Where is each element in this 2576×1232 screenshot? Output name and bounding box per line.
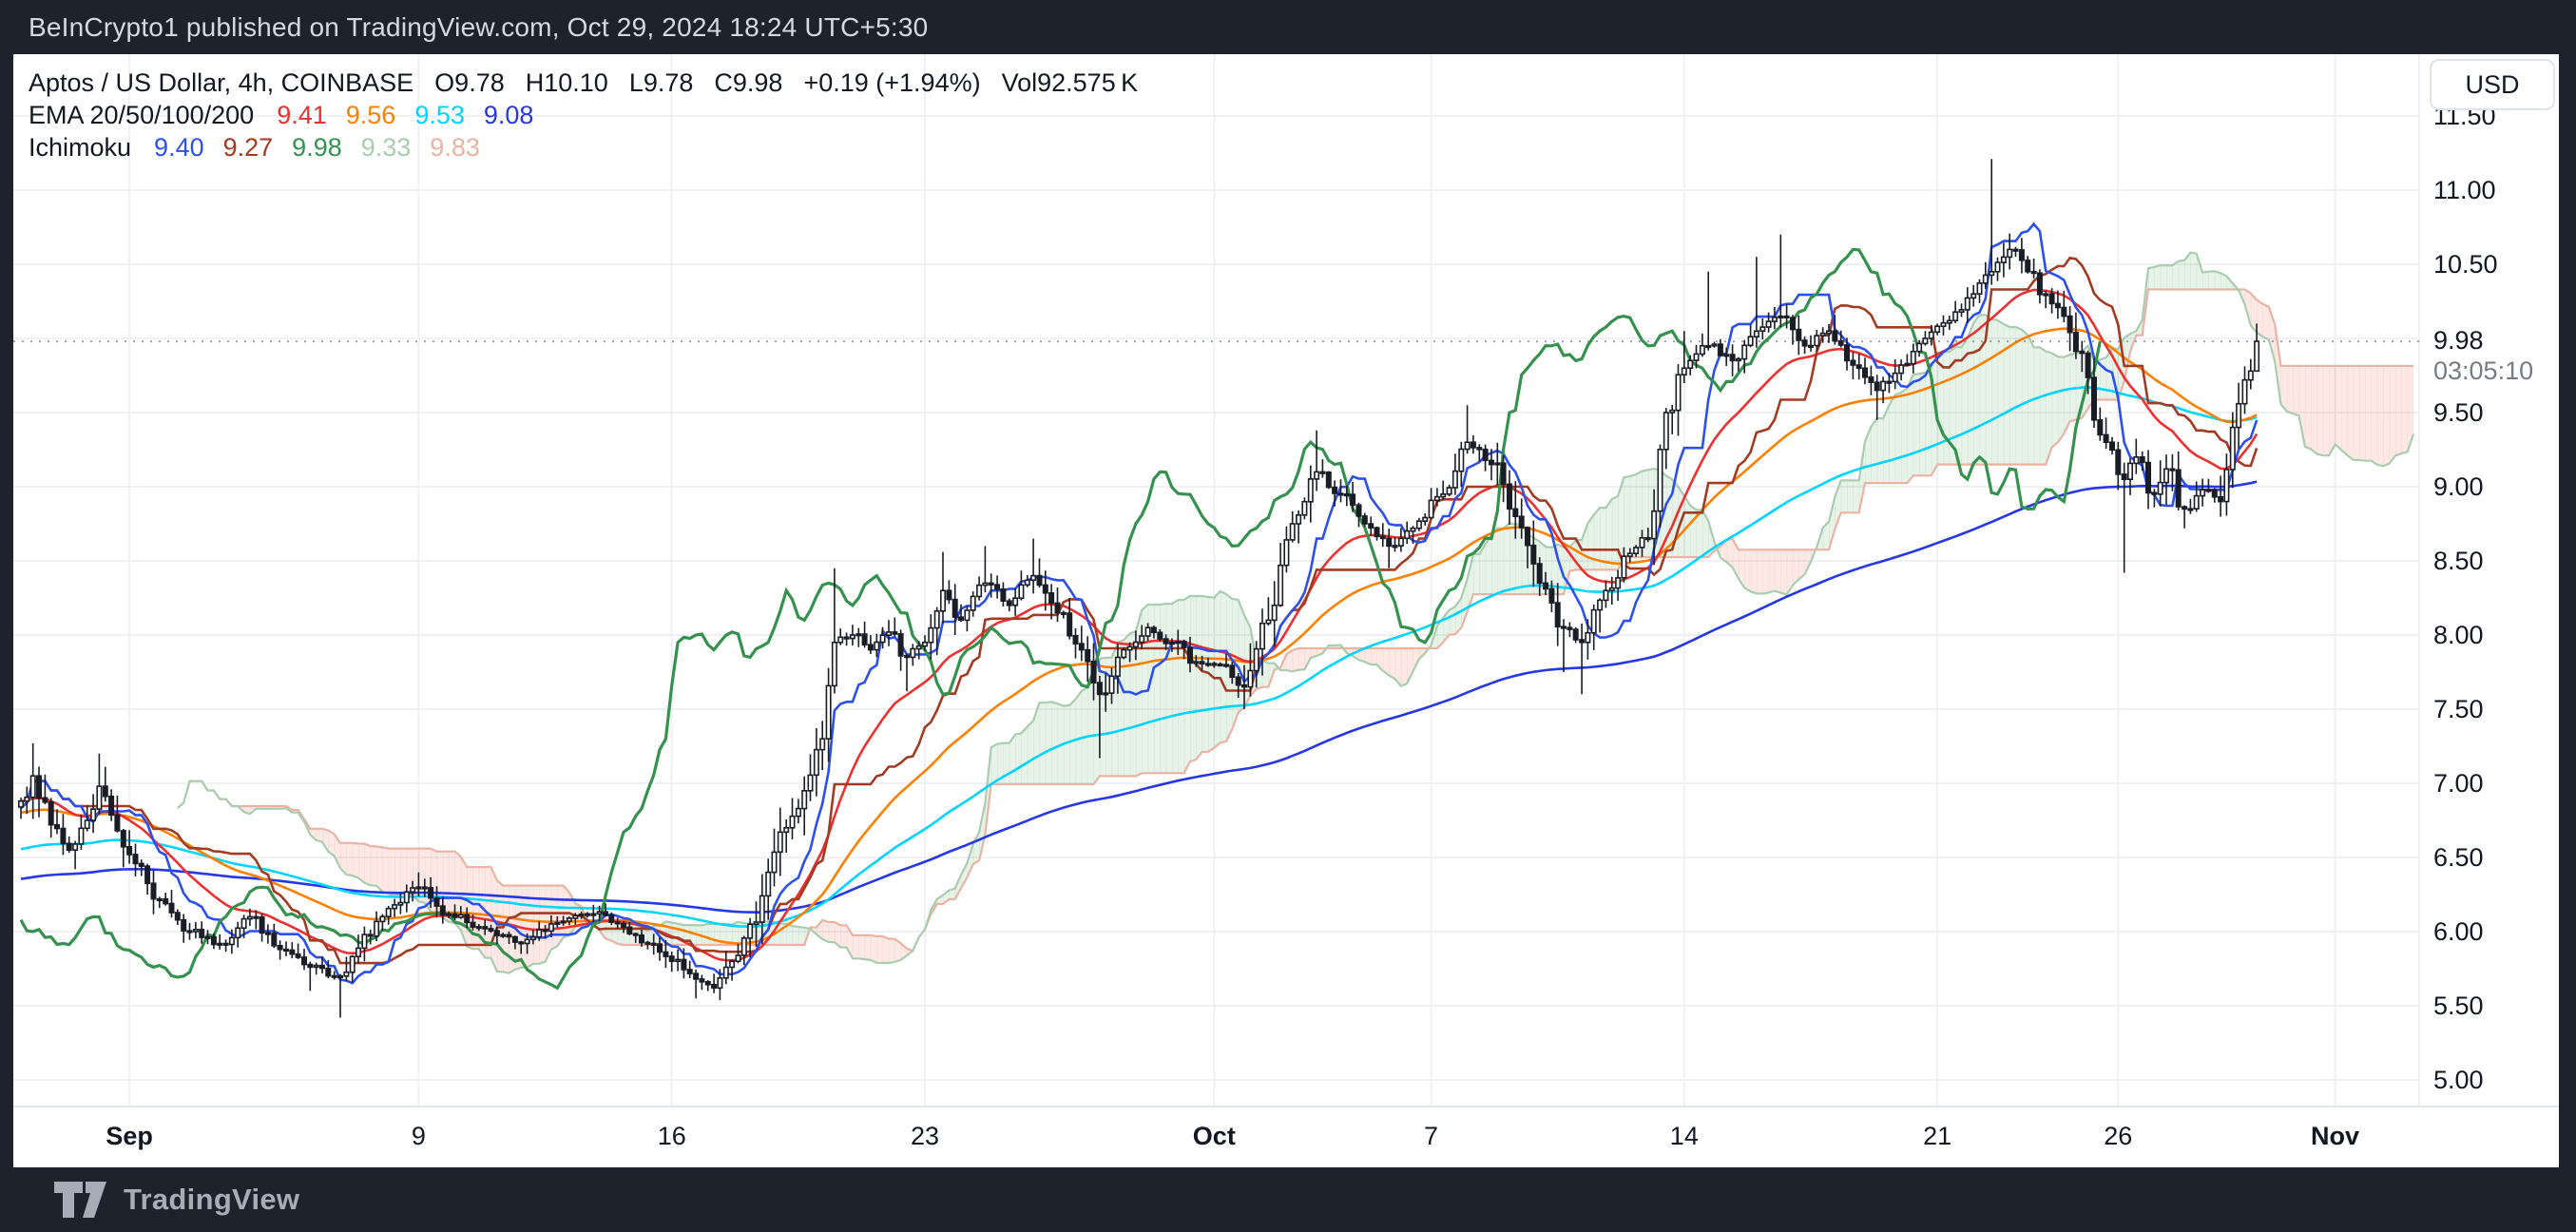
- volume-value: Vol92.575 K: [1001, 67, 1139, 97]
- header-bar: BeInCrypto1 published on TradingView.com…: [0, 0, 2576, 54]
- header-text: BeInCrypto1 published on TradingView.com…: [29, 11, 929, 42]
- ichimoku-lead1-value: 9.33: [360, 132, 412, 162]
- time-axis-label: 16: [657, 1122, 686, 1150]
- ichimoku-label: Ichimoku: [29, 132, 132, 162]
- bar-countdown: 03:05:10: [2433, 356, 2534, 386]
- price-axis-label: 6.50: [2433, 843, 2484, 872]
- tradingview-logo[interactable]: TradingView: [53, 1181, 299, 1219]
- price-axis-label: 5.50: [2433, 991, 2484, 1020]
- current-price-label: 9.98: [2433, 326, 2484, 356]
- price-axis-label: 11.00: [2433, 176, 2496, 204]
- price-axis-label: 9.00: [2433, 472, 2484, 501]
- price-axis-label: 5.00: [2433, 1066, 2484, 1094]
- ema100-value: 9.53: [414, 100, 465, 129]
- ichimoku-base-value: 9.27: [222, 132, 274, 162]
- ichimoku-conversion-value: 9.40: [154, 132, 204, 162]
- currency-toggle-usd[interactable]: USD: [2430, 59, 2555, 110]
- ema200-value: 9.08: [483, 100, 534, 129]
- footer-bar: TradingView: [0, 1167, 2576, 1232]
- price-change: +0.19 (+1.94%): [803, 67, 981, 97]
- time-axis-label: 14: [1669, 1122, 1699, 1150]
- ema50-value: 9.56: [345, 100, 396, 129]
- ohlc-open: O9.78: [434, 67, 505, 97]
- price-axis-label: 6.00: [2433, 917, 2484, 946]
- price-axis-label: 8.50: [2433, 547, 2484, 575]
- ema20-value: 9.41: [277, 100, 327, 129]
- time-axis-label: 7: [1424, 1122, 1439, 1150]
- tradingview-logo-text: TradingView: [124, 1183, 300, 1216]
- legend-ema-row[interactable]: EMA 20/50/100/200 9.41 9.56 9.53 9.08: [29, 99, 1159, 131]
- ohlc-close: C9.98: [714, 67, 783, 97]
- time-axis-label: 21: [1923, 1122, 1952, 1150]
- legend-symbol-row[interactable]: Aptos / US Dollar, 4h, COINBASE O9.78 H1…: [29, 67, 1159, 99]
- price-axis-label: 8.00: [2433, 621, 2484, 649]
- legend: Aptos / US Dollar, 4h, COINBASE O9.78 H1…: [29, 67, 1159, 164]
- time-axis-label: Nov: [2311, 1122, 2360, 1150]
- tradingview-logo-icon: [54, 1182, 106, 1218]
- ema-label: EMA 20/50/100/200: [29, 100, 255, 129]
- legend-ichimoku-row[interactable]: Ichimoku 9.40 9.27 9.98 9.33 9.83: [29, 131, 1159, 164]
- ichimoku-lagging-value: 9.98: [292, 132, 342, 162]
- time-axis-label: 26: [2104, 1122, 2133, 1150]
- time-axis-label: Sep: [106, 1122, 153, 1150]
- price-axis-label: 7.50: [2433, 695, 2484, 723]
- ohlc-low: L9.78: [628, 67, 694, 97]
- time-axis-label: 9: [411, 1122, 426, 1150]
- ohlc-high: H10.10: [525, 67, 608, 97]
- price-axis-label: 9.50: [2433, 398, 2484, 427]
- ichimoku-lead2-value: 9.83: [430, 132, 480, 162]
- symbol-title[interactable]: Aptos / US Dollar, 4h, COINBASE: [29, 67, 414, 97]
- time-axis-label: 23: [910, 1122, 940, 1150]
- time-axis-label: Oct: [1192, 1122, 1236, 1150]
- price-axis-label: 10.50: [2433, 250, 2498, 279]
- price-axis-label: 7.00: [2433, 769, 2484, 798]
